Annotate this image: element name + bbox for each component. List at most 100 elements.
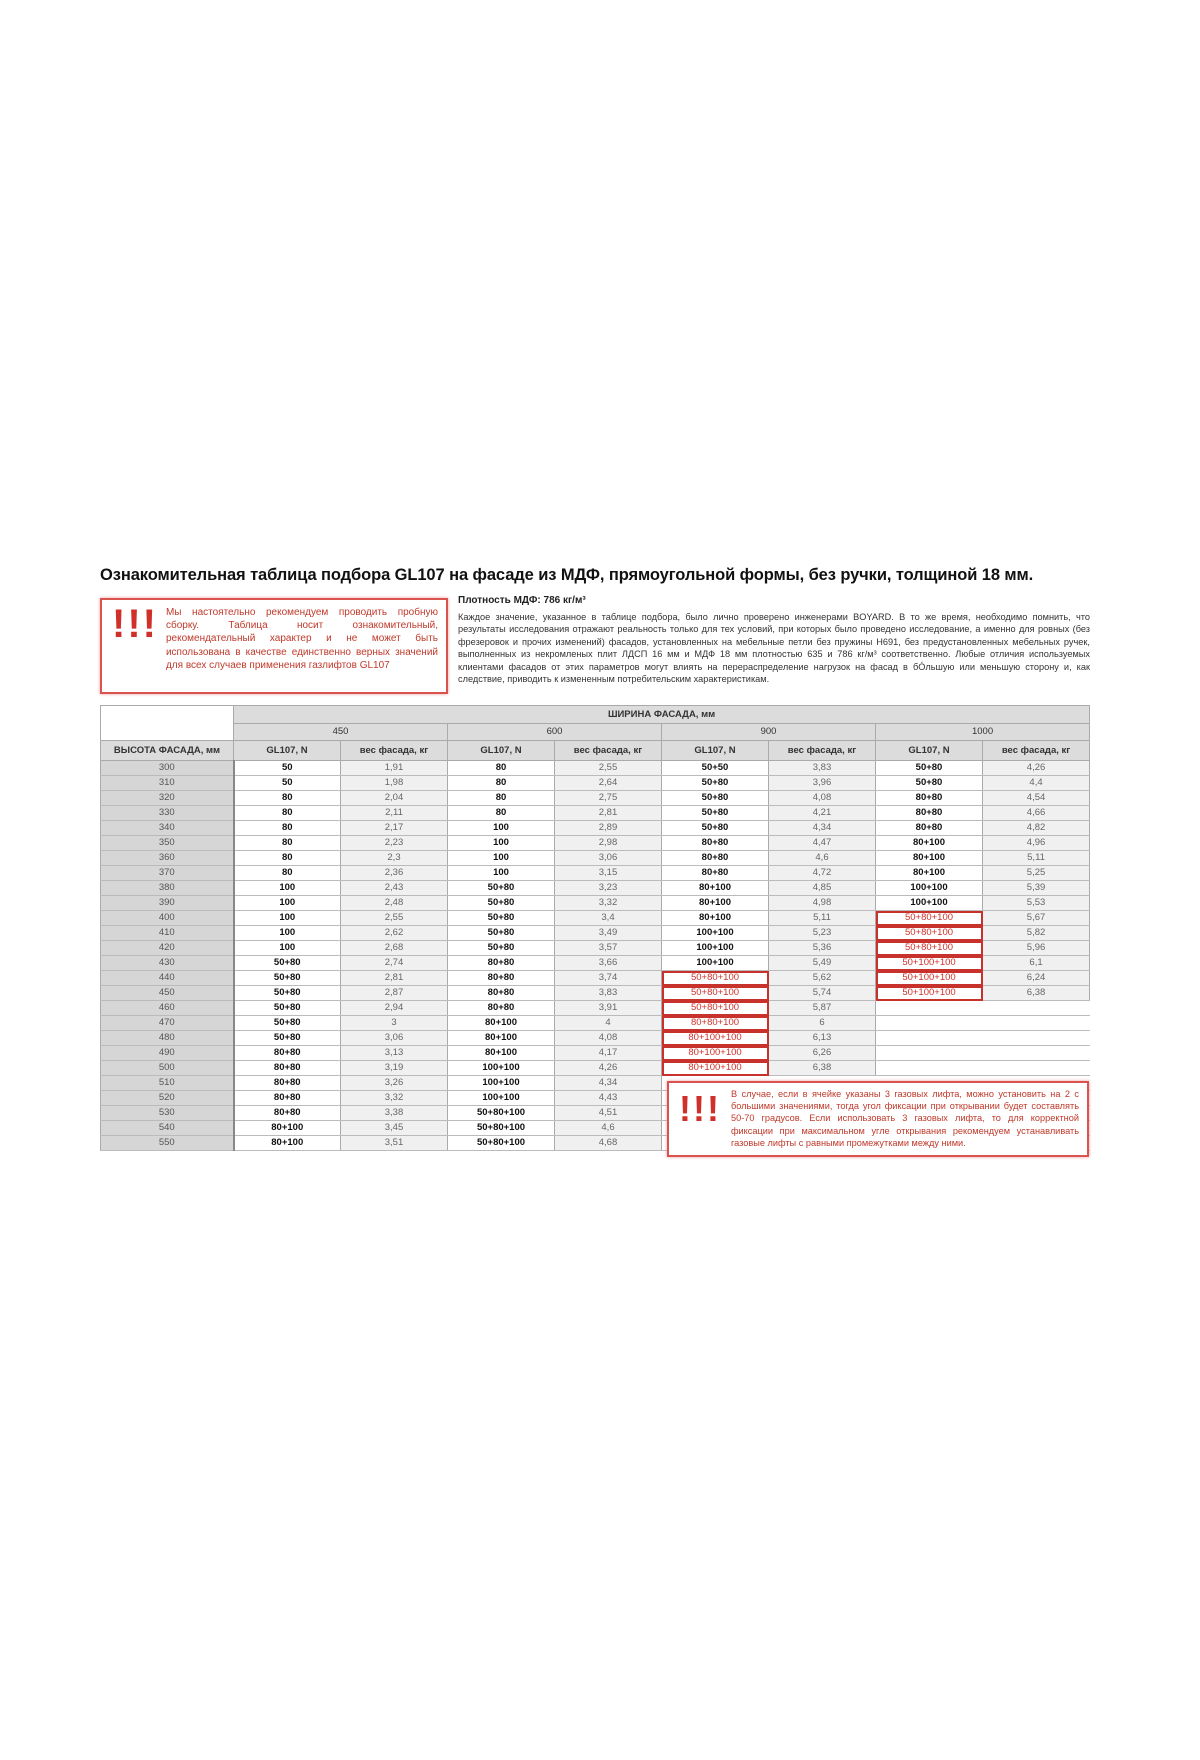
weight-cell: 4,34 — [554, 1075, 662, 1091]
weight-cell: 2,62 — [340, 925, 448, 941]
gl107-cell: 80+80 — [875, 805, 983, 821]
table-row: 430 50+80 2,74 80+80 3,66 100+100 5,49 50+100+1… — [100, 955, 1091, 971]
table-row: 500 80+80 3,19 100+100 4,26 80+100+100 6,38 — [100, 1060, 1090, 1076]
weight-cell: 3,49 — [554, 925, 662, 941]
weight-cell: 4,68 — [554, 1135, 662, 1151]
height-cell: 480 — [100, 1030, 235, 1046]
gl107-cell: 50+80 — [233, 1030, 341, 1046]
width-450: 450 — [233, 723, 448, 741]
weight-cell: 6,38 — [981, 985, 1091, 1001]
height-cell: 300 — [100, 760, 235, 776]
table-row: 340 80 2,17 100 2,89 50+80 4,34 80+80 4,82 — [100, 820, 1091, 836]
corner-cell — [100, 705, 234, 741]
weight-cell: 3 — [340, 1015, 448, 1031]
weight-cell: 2,36 — [340, 865, 448, 881]
gl107-n-header: GL107, N — [661, 740, 769, 761]
gl107-cell: 80+100 — [447, 1030, 555, 1046]
empty-cell — [982, 1000, 1090, 1016]
weight-cell: 4,72 — [768, 865, 876, 881]
gl107-cell: 100+100 — [661, 925, 769, 941]
weight-cell: 2,55 — [340, 910, 448, 926]
gl107-cell: 80+100 — [447, 1045, 555, 1061]
weight-cell: 2,75 — [554, 790, 662, 806]
weight-cell: 2,17 — [340, 820, 448, 836]
gl107-cell: 80+80+100 — [661, 1015, 769, 1031]
weight-cell: 3,4 — [554, 910, 662, 926]
weight-cell: 4,21 — [768, 805, 876, 821]
height-cell: 380 — [100, 880, 235, 896]
gl107-cell: 80+100 — [661, 910, 769, 926]
warning-box-bottom: !!! В случае, если в ячейке указаны 3 га… — [667, 1080, 1089, 1157]
gl107-cell: 80+80 — [233, 1045, 341, 1061]
weight-cell: 2,04 — [340, 790, 448, 806]
gl107-cell: 80+80 — [447, 970, 555, 986]
weight-header: вес фасада, кг — [981, 740, 1091, 761]
gl107-cell: 50+80 — [447, 925, 555, 941]
weight-cell: 4,26 — [981, 760, 1091, 776]
table-row: 330 80 2,11 80 2,81 50+80 4,21 80+80 4,66 — [100, 805, 1091, 821]
height-cell: 540 — [100, 1120, 235, 1136]
gl107-cell: 100 — [447, 820, 555, 836]
gl107-cell: 80+100 — [875, 850, 983, 866]
gl107-cell: 100+100 — [661, 955, 769, 971]
table-row: 390 100 2,48 50+80 3,32 80+100 4,98 100+100 5,53 — [100, 895, 1091, 911]
width-900: 900 — [661, 723, 876, 741]
weight-cell: 6,26 — [768, 1045, 876, 1061]
gl107-cell: 80+80 — [447, 955, 555, 971]
empty-cell — [875, 1015, 983, 1031]
weight-cell: 3,38 — [340, 1105, 448, 1121]
weight-cell: 4,54 — [981, 790, 1091, 806]
gl107-cell: 50+80+100 — [661, 1000, 769, 1016]
weight-cell: 4,66 — [981, 805, 1091, 821]
weight-cell: 5,11 — [768, 910, 876, 926]
weight-cell: 4,43 — [554, 1090, 662, 1106]
gl107-cell: 50+100+100 — [875, 970, 983, 986]
gl107-cell: 50+80 — [447, 940, 555, 956]
empty-cell — [982, 1045, 1090, 1061]
weight-cell: 5,74 — [768, 985, 876, 1001]
weight-header: вес фасада, кг — [554, 740, 662, 761]
weight-cell: 2,81 — [340, 970, 448, 986]
weight-cell: 5,62 — [768, 970, 876, 986]
weight-cell: 4,08 — [554, 1030, 662, 1046]
gl107-cell: 100+100 — [447, 1060, 555, 1076]
gl107-cell: 80 — [233, 850, 341, 866]
gl107-cell: 50+80 — [233, 1000, 341, 1016]
weight-cell: 2,55 — [554, 760, 662, 776]
gl107-cell: 80+80 — [233, 1075, 341, 1091]
gl107-cell: 100 — [233, 910, 341, 926]
empty-cell — [875, 1000, 983, 1016]
gl107-cell: 100+100 — [447, 1075, 555, 1091]
gl107-cell: 100 — [233, 940, 341, 956]
height-cell: 400 — [100, 910, 235, 926]
weight-cell: 3,45 — [340, 1120, 448, 1136]
height-cell: 430 — [100, 955, 235, 971]
gl107-n-header: GL107, N — [875, 740, 983, 761]
height-cell: 390 — [100, 895, 235, 911]
gl107-cell: 80 — [233, 790, 341, 806]
gl107-cell: 80+80 — [233, 1060, 341, 1076]
gl107-cell: 80 — [447, 760, 555, 776]
weight-cell: 5,53 — [981, 895, 1091, 911]
table-row: 370 80 2,36 100 3,15 80+80 4,72 80+100 5,25 — [100, 865, 1091, 881]
height-header: ВЫСОТА ФАСАДА, мм — [100, 740, 234, 761]
weight-cell: 5,96 — [981, 940, 1091, 956]
weight-cell: 2,48 — [340, 895, 448, 911]
gl107-cell: 80+100 — [233, 1135, 341, 1151]
gl107-cell: 80+80 — [661, 835, 769, 851]
weight-cell: 5,39 — [981, 880, 1091, 896]
empty-cell — [875, 1045, 983, 1061]
weight-cell: 4,4 — [981, 775, 1091, 791]
weight-cell: 3,57 — [554, 940, 662, 956]
height-cell: 310 — [100, 775, 235, 791]
weight-cell: 3,74 — [554, 970, 662, 986]
weight-cell: 4,47 — [768, 835, 876, 851]
gl107-cell: 100 — [447, 835, 555, 851]
gl107-cell: 80+80 — [661, 850, 769, 866]
gl107-n-header: GL107, N — [233, 740, 341, 761]
gl107-cell: 80 — [233, 835, 341, 851]
width-header: ШИРИНА ФАСАДА, мм — [232, 705, 1091, 724]
page-title: Ознакомительная таблица подбора GL107 на… — [100, 566, 1034, 584]
height-cell: 470 — [100, 1015, 235, 1031]
density-label: Плотность МДФ: 786 кг/м³ — [458, 595, 586, 606]
